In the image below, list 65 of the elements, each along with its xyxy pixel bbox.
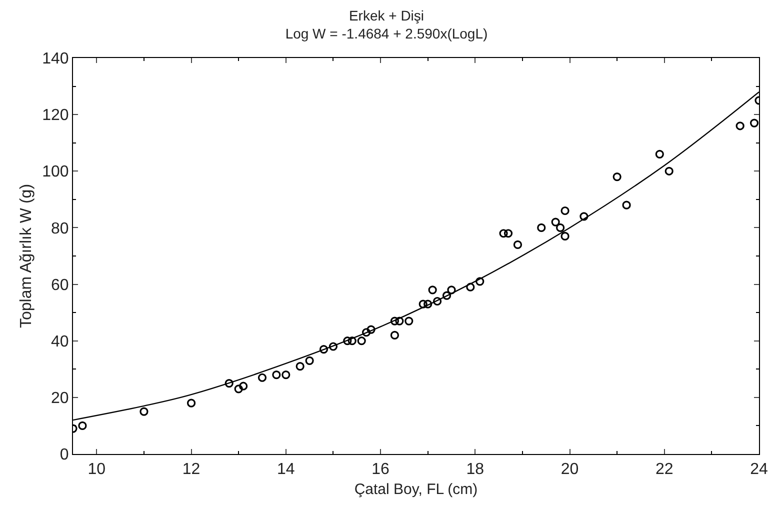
x-tick-label: 24: [750, 461, 768, 478]
point: [186, 398, 196, 408]
point: [305, 356, 314, 365]
point: [328, 342, 338, 351]
x-tick-label: 22: [655, 461, 674, 478]
x-tick-label: 12: [182, 461, 200, 478]
point: [272, 370, 281, 380]
point: [442, 291, 452, 300]
point: [466, 282, 475, 292]
x-tick-label: 20: [560, 461, 579, 478]
point: [622, 200, 631, 210]
point: [282, 370, 290, 380]
point: [476, 277, 484, 286]
point: [296, 362, 304, 371]
point: [560, 232, 570, 240]
x-tick-label: 14: [277, 461, 295, 478]
y-tick-label: 60: [51, 276, 69, 294]
point: [224, 378, 234, 388]
point: [551, 218, 560, 226]
point: [234, 384, 243, 394]
x-axis-title: Çatal Boy, FL (cm): [354, 481, 478, 498]
y-axis-title: Toplam Ağırlık W (g): [18, 184, 35, 328]
y-tick-label: 100: [42, 164, 69, 181]
point: [357, 336, 366, 346]
point: [499, 229, 508, 238]
point: [580, 212, 588, 221]
point: [348, 336, 356, 346]
point: [560, 206, 570, 216]
x-tick-label: 10: [88, 461, 106, 478]
point: [424, 300, 432, 308]
y-tick-label: 0: [60, 446, 69, 464]
point: [390, 330, 400, 340]
point: [612, 172, 622, 182]
point: [664, 166, 674, 176]
y-tick-label: 140: [42, 50, 69, 68]
y-tick-label: 80: [51, 220, 69, 238]
point: [537, 223, 546, 232]
point: [432, 296, 442, 306]
point: [319, 345, 328, 354]
point: [504, 229, 513, 238]
y-tick-label: 20: [51, 390, 69, 408]
point: [513, 240, 522, 249]
point: [556, 223, 565, 232]
point: [78, 421, 87, 430]
point: [404, 316, 414, 326]
point: [362, 328, 371, 337]
point: [736, 122, 744, 130]
point: [343, 336, 352, 346]
point: [258, 373, 267, 382]
x-tick-label: 16: [372, 461, 390, 478]
point: [140, 407, 148, 416]
point: [655, 150, 664, 158]
chart-subtitle: Log W = -1.4684 + 2.590x(LogL): [285, 26, 488, 42]
point: [366, 325, 376, 334]
point: [750, 118, 759, 128]
y-tick-label: 40: [51, 333, 69, 350]
point: [239, 382, 248, 390]
y-tick-label: 120: [42, 107, 69, 124]
point: [395, 316, 404, 326]
x-tick-label: 18: [466, 461, 484, 478]
point: [447, 286, 456, 294]
chart-title: Erkek + Dişi: [348, 7, 424, 24]
point: [390, 316, 400, 326]
point: [428, 286, 437, 294]
point: [418, 300, 428, 308]
